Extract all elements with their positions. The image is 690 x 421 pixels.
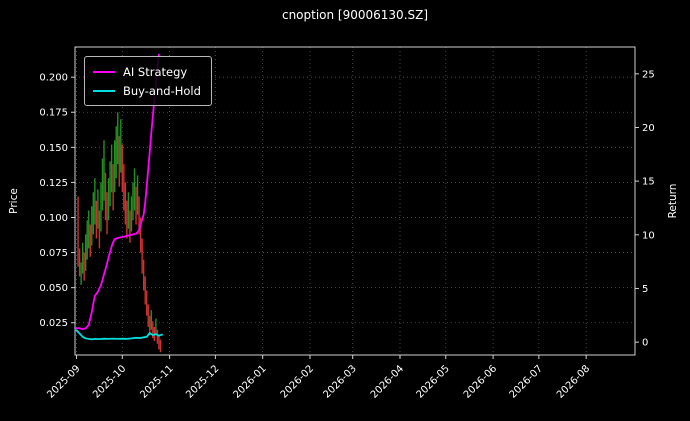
svg-text:0.150: 0.150 — [39, 143, 68, 154]
svg-text:2026-03: 2026-03 — [321, 363, 358, 400]
legend: AI Strategy Buy-and-Hold — [84, 56, 212, 106]
svg-text:0.025: 0.025 — [39, 318, 68, 329]
svg-text:0.200: 0.200 — [39, 73, 68, 84]
chart-title: cnoption [90006130.SZ] — [281, 8, 429, 22]
svg-text:2026-07: 2026-07 — [508, 363, 545, 400]
svg-text:15: 15 — [642, 177, 655, 188]
svg-text:0: 0 — [642, 338, 648, 349]
svg-text:0.075: 0.075 — [39, 248, 68, 259]
svg-text:0.125: 0.125 — [39, 178, 68, 189]
legend-item-buy-and-hold: Buy-and-Hold — [93, 81, 201, 100]
svg-text:10: 10 — [642, 230, 655, 241]
legend-label: Buy-and-Hold — [123, 83, 201, 98]
svg-text:2025-10: 2025-10 — [91, 363, 128, 400]
svg-text:0.100: 0.100 — [39, 213, 68, 224]
buy-and-hold-line-swatch — [93, 89, 115, 92]
svg-text:0.175: 0.175 — [39, 108, 68, 119]
svg-text:5: 5 — [642, 284, 648, 295]
ai-strategy-line-swatch — [93, 70, 115, 73]
legend-item-ai-strategy: AI Strategy — [93, 62, 201, 81]
svg-text:2026-05: 2026-05 — [415, 363, 452, 400]
svg-text:2026-02: 2026-02 — [279, 363, 316, 400]
svg-text:2025-09: 2025-09 — [45, 363, 82, 400]
svg-text:2026-04: 2026-04 — [369, 363, 406, 400]
svg-text:20: 20 — [642, 123, 655, 134]
svg-text:0.050: 0.050 — [39, 283, 68, 294]
legend-label: AI Strategy — [123, 64, 188, 79]
svg-text:2025-12: 2025-12 — [184, 363, 221, 400]
svg-text:2026-06: 2026-06 — [462, 363, 499, 400]
svg-text:2026-08: 2026-08 — [555, 363, 592, 400]
svg-text:2026-01: 2026-01 — [231, 363, 268, 400]
svg-text:25: 25 — [642, 69, 655, 80]
svg-text:2025-11: 2025-11 — [138, 363, 175, 400]
